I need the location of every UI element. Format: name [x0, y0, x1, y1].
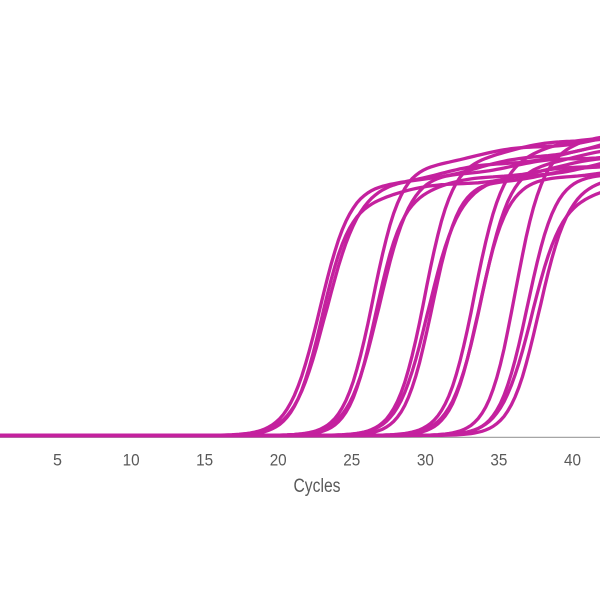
- svg-text:10: 10: [123, 451, 140, 470]
- svg-text:15: 15: [196, 451, 213, 470]
- svg-text:25: 25: [343, 451, 360, 470]
- svg-text:5: 5: [53, 451, 62, 470]
- svg-text:35: 35: [490, 451, 507, 470]
- svg-text:Cycles: Cycles: [294, 476, 341, 497]
- svg-text:40: 40: [564, 451, 581, 470]
- svg-text:20: 20: [270, 451, 287, 470]
- svg-text:30: 30: [417, 451, 434, 470]
